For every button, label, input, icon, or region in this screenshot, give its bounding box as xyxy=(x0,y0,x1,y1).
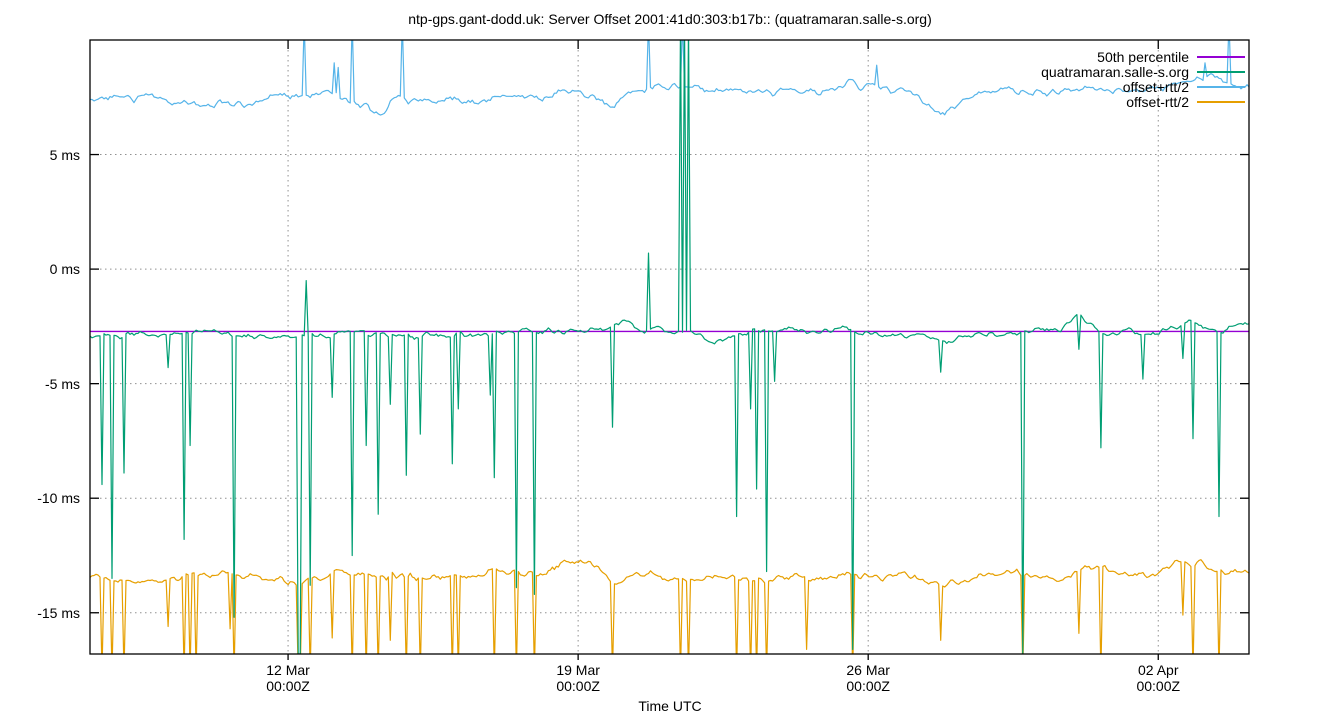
legend-row: offset+rtt/2 xyxy=(1041,78,1245,95)
legend-line-sample xyxy=(1197,100,1245,103)
legend-line-sample xyxy=(1197,55,1245,58)
x-tick-time: 00:00Z xyxy=(266,678,310,694)
y-tick-label: -10 ms xyxy=(37,490,80,507)
legend-row: quatramaran.salle-s.org xyxy=(1041,63,1245,80)
legend-label: quatramaran.salle-s.org xyxy=(1041,63,1189,80)
legend-line-sample xyxy=(1197,85,1245,88)
x-tick-label: 12 Mar 00:00Z xyxy=(228,662,348,694)
legend-line-sample xyxy=(1197,70,1245,73)
y-tick-label: 5 ms xyxy=(49,146,80,163)
x-tick-date: 26 Mar xyxy=(846,662,890,678)
x-tick-time: 00:00Z xyxy=(1136,678,1181,694)
x-tick-label: 19 Mar 00:00Z xyxy=(518,662,638,694)
x-tick-date: 19 Mar xyxy=(556,662,600,678)
legend-row: 50th percentile xyxy=(1041,48,1245,65)
x-tick-date: 12 Mar xyxy=(266,662,310,678)
x-axis-title: Time UTC xyxy=(638,698,702,714)
series-line-offset-rtt-2 xyxy=(90,40,1249,116)
series-line-quatramaran-salle-s-org xyxy=(90,40,1249,654)
y-tick-label: 0 ms xyxy=(49,261,80,278)
legend-label: 50th percentile xyxy=(1097,48,1189,65)
y-tick-label: -5 ms xyxy=(45,375,80,392)
x-tick-time: 00:00Z xyxy=(846,678,890,694)
y-tick-label: -15 ms xyxy=(37,604,80,621)
x-tick-time: 00:00Z xyxy=(556,678,600,694)
series-line-offset-rtt-2 xyxy=(90,559,1249,654)
legend-row: offset-rtt/2 xyxy=(1041,93,1245,110)
legend-label: offset+rtt/2 xyxy=(1122,78,1189,95)
chart-title: ntp-gps.gant-dodd.uk: Server Offset 2001… xyxy=(408,11,932,27)
x-tick-date: 02 Apr xyxy=(1138,662,1179,678)
legend: 50th percentile quatramaran.salle-s.org of… xyxy=(1041,48,1245,110)
x-tick-label: 26 Mar 00:00Z xyxy=(808,662,928,694)
x-tick-label: 02 Apr 00:00Z xyxy=(1098,662,1218,694)
legend-label: offset-rtt/2 xyxy=(1126,93,1189,110)
plot-border xyxy=(89,39,1250,655)
